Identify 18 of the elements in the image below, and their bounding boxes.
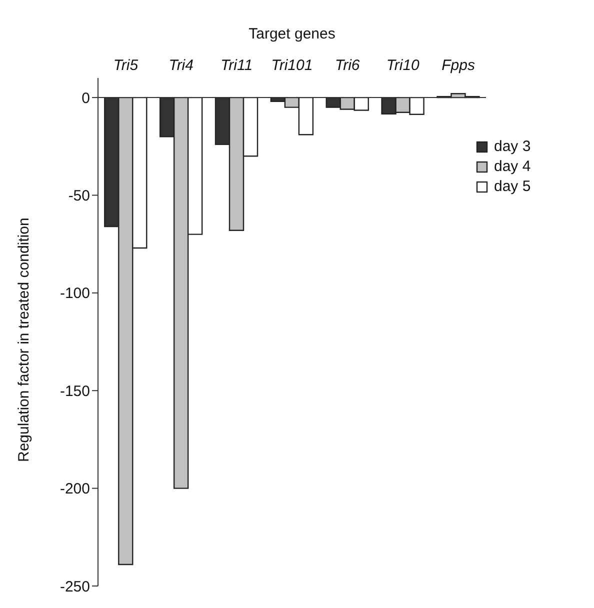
x-tick-label: Tri4	[168, 57, 194, 74]
y-tick-label: -100	[60, 285, 90, 302]
legend-label: day 4	[494, 158, 531, 175]
y-tick-label: -150	[60, 382, 90, 400]
legend-label: day 3	[494, 138, 531, 155]
y-axis-title: Regulation factor in treated condition	[15, 218, 32, 462]
x-tick-label: Tri11	[220, 57, 253, 74]
y-tick-label: -50	[68, 188, 90, 205]
x-tick-label: Fpps	[442, 57, 476, 74]
y-tick-label: -250	[60, 578, 90, 596]
x-tick-label: Tri5	[113, 57, 139, 74]
y-tick-label: 0	[82, 90, 90, 107]
legend-label: day 5	[494, 178, 531, 195]
x-tick-label: Tri101	[271, 57, 313, 74]
x-tick-label: Tri10	[386, 57, 420, 74]
x-tick-label: Tri6	[335, 57, 360, 74]
y-tick-label: -200	[60, 480, 90, 498]
x-axis-title: Target genes	[248, 26, 336, 43]
